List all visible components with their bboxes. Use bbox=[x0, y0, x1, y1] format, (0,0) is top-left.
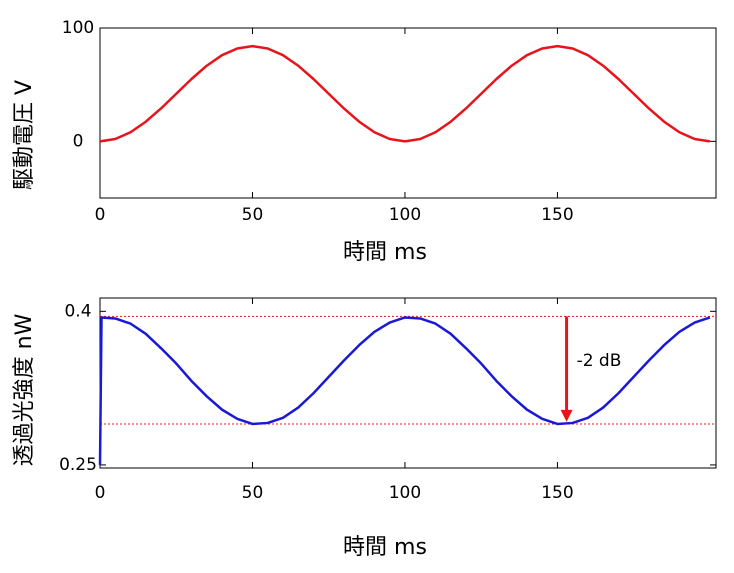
y-tick-label: 0.4 bbox=[64, 301, 91, 321]
x-axis-title: 時間 ms bbox=[343, 240, 427, 265]
x-tick-label: 0 bbox=[95, 205, 106, 225]
x-tick-label: 100 bbox=[389, 205, 421, 225]
data-line bbox=[99, 44, 711, 143]
y-axis-title: 駆動電圧 V bbox=[12, 80, 37, 190]
plot-frame bbox=[99, 27, 717, 199]
x-tick-label: 0 bbox=[95, 483, 106, 503]
y-tick-label: 0 bbox=[73, 131, 84, 151]
x-tick-label: 50 bbox=[242, 205, 264, 225]
x-axis-title: 時間 ms bbox=[343, 535, 427, 560]
y-tick-label: 0.25 bbox=[59, 455, 97, 475]
x-tick-label: 150 bbox=[541, 205, 573, 225]
x-tick-label: 50 bbox=[242, 483, 264, 503]
annotation-label: -2 dB bbox=[577, 351, 622, 371]
x-tick-label: 150 bbox=[541, 483, 573, 503]
x-tick-label: 100 bbox=[389, 483, 421, 503]
data-line bbox=[98, 316, 711, 465]
y-tick-label: 100 bbox=[62, 18, 94, 38]
y-axis-title: 透過光強度 nW bbox=[12, 313, 37, 466]
arrow-head bbox=[560, 409, 573, 422]
